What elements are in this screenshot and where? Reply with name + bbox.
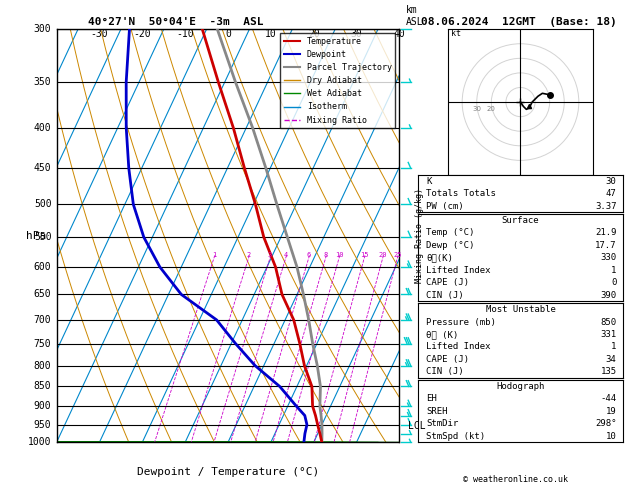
Text: Dewpoint / Temperature (°C): Dewpoint / Temperature (°C) bbox=[137, 467, 319, 477]
Text: -20: -20 bbox=[133, 29, 151, 39]
Text: 20: 20 bbox=[487, 106, 496, 112]
Text: 330: 330 bbox=[601, 253, 616, 262]
Text: 135: 135 bbox=[601, 367, 616, 376]
Text: Most Unstable: Most Unstable bbox=[486, 305, 555, 314]
Text: EH: EH bbox=[426, 394, 437, 403]
Text: 10: 10 bbox=[606, 432, 616, 440]
Text: 25: 25 bbox=[393, 252, 401, 258]
Text: 10: 10 bbox=[265, 29, 277, 39]
Text: 1: 1 bbox=[611, 266, 616, 275]
Text: 650: 650 bbox=[34, 290, 52, 299]
Text: 331: 331 bbox=[601, 330, 616, 339]
Text: 700: 700 bbox=[34, 315, 52, 325]
Text: CIN (J): CIN (J) bbox=[426, 367, 464, 376]
Text: 390: 390 bbox=[601, 291, 616, 300]
Text: 800: 800 bbox=[34, 361, 52, 371]
Text: 30: 30 bbox=[472, 106, 481, 112]
Text: 15: 15 bbox=[360, 252, 369, 258]
Text: 850: 850 bbox=[34, 382, 52, 392]
Text: 500: 500 bbox=[34, 199, 52, 209]
Text: CIN (J): CIN (J) bbox=[426, 291, 464, 300]
Text: 750: 750 bbox=[34, 339, 52, 348]
Text: © weatheronline.co.uk: © weatheronline.co.uk bbox=[464, 474, 568, 484]
Text: 3.37: 3.37 bbox=[595, 202, 616, 210]
Text: 1: 1 bbox=[611, 343, 616, 351]
Text: CAPE (J): CAPE (J) bbox=[426, 355, 469, 364]
Text: 2: 2 bbox=[247, 252, 250, 258]
Text: Lifted Index: Lifted Index bbox=[426, 266, 491, 275]
Text: 6: 6 bbox=[306, 252, 311, 258]
Text: 21.9: 21.9 bbox=[595, 228, 616, 238]
Text: 0: 0 bbox=[225, 29, 231, 39]
Text: SREH: SREH bbox=[426, 407, 448, 416]
Text: 19: 19 bbox=[606, 407, 616, 416]
Text: Dewp (°C): Dewp (°C) bbox=[426, 241, 475, 250]
Text: 34: 34 bbox=[606, 355, 616, 364]
Text: 30: 30 bbox=[606, 177, 616, 186]
Text: 08.06.2024  12GMT  (Base: 18): 08.06.2024 12GMT (Base: 18) bbox=[421, 17, 617, 27]
Text: 4: 4 bbox=[284, 252, 287, 258]
Text: 1000: 1000 bbox=[28, 437, 52, 447]
Text: θᴄ (K): θᴄ (K) bbox=[426, 330, 459, 339]
Text: km
ASL: km ASL bbox=[406, 5, 423, 27]
Text: 400: 400 bbox=[34, 123, 52, 133]
Text: LCL: LCL bbox=[408, 421, 425, 432]
Text: 350: 350 bbox=[34, 77, 52, 87]
Text: 900: 900 bbox=[34, 401, 52, 411]
Text: 20: 20 bbox=[379, 252, 387, 258]
Text: K: K bbox=[426, 177, 432, 186]
Text: 300: 300 bbox=[34, 24, 52, 34]
Text: -44: -44 bbox=[601, 394, 616, 403]
Text: CAPE (J): CAPE (J) bbox=[426, 278, 469, 287]
Text: hPa: hPa bbox=[26, 231, 46, 241]
Text: 450: 450 bbox=[34, 163, 52, 174]
Text: 30: 30 bbox=[351, 29, 362, 39]
Text: 40: 40 bbox=[394, 29, 405, 39]
Text: 850: 850 bbox=[601, 317, 616, 327]
Text: Temp (°C): Temp (°C) bbox=[426, 228, 475, 238]
Text: Pressure (mb): Pressure (mb) bbox=[426, 317, 496, 327]
Text: 47: 47 bbox=[606, 189, 616, 198]
Text: -30: -30 bbox=[91, 29, 108, 39]
Text: 0: 0 bbox=[611, 278, 616, 287]
Text: 8: 8 bbox=[323, 252, 328, 258]
Text: kt: kt bbox=[450, 30, 460, 38]
Text: 1: 1 bbox=[212, 252, 216, 258]
Text: Surface: Surface bbox=[502, 216, 539, 225]
Legend: Temperature, Dewpoint, Parcel Trajectory, Dry Adiabat, Wet Adiabat, Isotherm, Mi: Temperature, Dewpoint, Parcel Trajectory… bbox=[281, 34, 395, 128]
Text: Hodograph: Hodograph bbox=[496, 382, 545, 391]
Text: θᴄ(K): θᴄ(K) bbox=[426, 253, 454, 262]
Text: 40°27'N  50°04'E  -3m  ASL: 40°27'N 50°04'E -3m ASL bbox=[88, 17, 264, 27]
Text: 550: 550 bbox=[34, 232, 52, 242]
Text: 600: 600 bbox=[34, 262, 52, 272]
Text: 20: 20 bbox=[308, 29, 320, 39]
Text: Totals Totals: Totals Totals bbox=[426, 189, 496, 198]
Text: -10: -10 bbox=[176, 29, 194, 39]
Text: 17.7: 17.7 bbox=[595, 241, 616, 250]
Text: 950: 950 bbox=[34, 419, 52, 430]
Text: 10: 10 bbox=[335, 252, 343, 258]
Text: Mixing Ratio (g/kg): Mixing Ratio (g/kg) bbox=[415, 188, 424, 283]
Text: 3: 3 bbox=[268, 252, 272, 258]
Text: PW (cm): PW (cm) bbox=[426, 202, 464, 210]
Text: 298°: 298° bbox=[595, 419, 616, 428]
Text: Lifted Index: Lifted Index bbox=[426, 343, 491, 351]
Text: StmSpd (kt): StmSpd (kt) bbox=[426, 432, 486, 440]
Text: StmDir: StmDir bbox=[426, 419, 459, 428]
